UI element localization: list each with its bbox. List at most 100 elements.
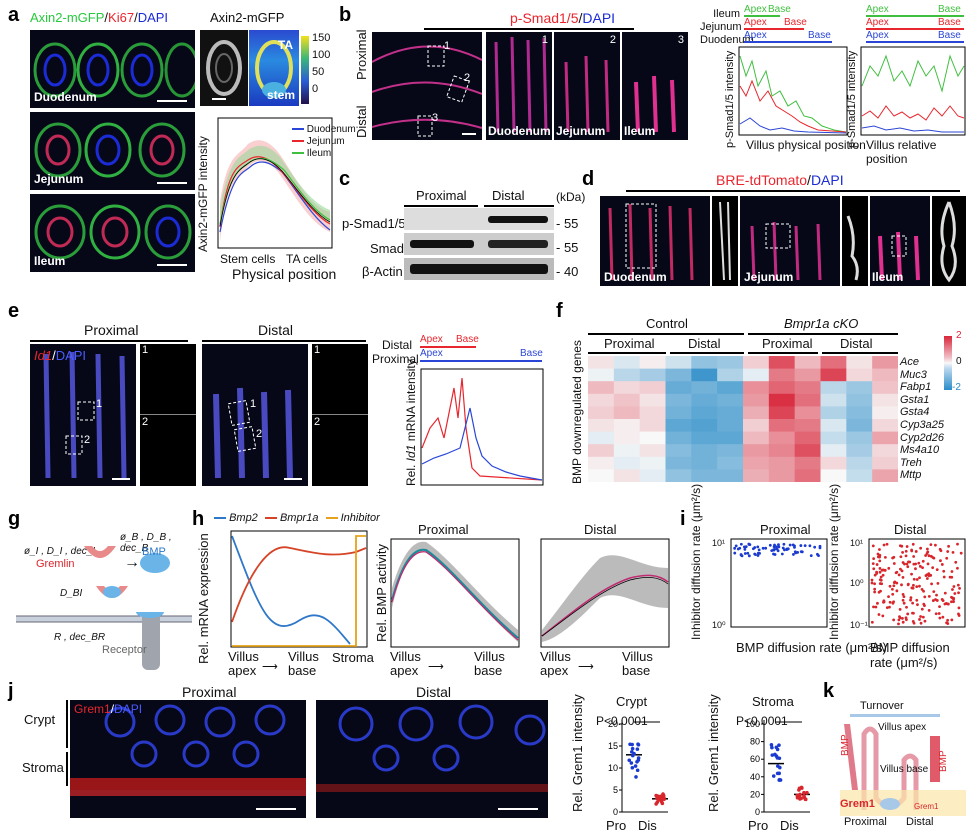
- i-ytick: 10⁻¹: [850, 620, 868, 630]
- scatter-point: [939, 549, 943, 553]
- c-unit: (kDa): [556, 190, 586, 204]
- i-ylabel: Inhibitor diffusion rate (μm²/s): [827, 483, 841, 640]
- b-base-label: Base: [768, 4, 791, 15]
- legend-swatch: [292, 128, 304, 131]
- f-gene-label: Mttp: [900, 469, 922, 482]
- e-zoom-proximal: 1 2: [140, 344, 196, 486]
- f-gene-label: Gsta4: [900, 406, 930, 419]
- e-legend-distal: Distal: [382, 338, 413, 352]
- a-colorbar-tick: 0: [312, 83, 319, 95]
- d-organ-label: Jejunum: [744, 270, 794, 284]
- b-crop-ileum: 3 Ileum: [622, 32, 688, 140]
- bar-point: [661, 792, 665, 796]
- heatmap-cell: [820, 406, 847, 420]
- scatter-point: [892, 555, 896, 559]
- scatter-point: [757, 548, 761, 552]
- b-roi-label: 3: [432, 112, 439, 124]
- f-subgroup-rule: [588, 352, 666, 354]
- scatter-point: [920, 607, 924, 611]
- heatmap-cell: [639, 419, 666, 433]
- b-crop-num: 2: [609, 34, 616, 46]
- a-mgfp-heatmap: TA stem: [249, 30, 299, 106]
- a-legend-label: Jejunum: [306, 136, 345, 147]
- heatmap-cell: [588, 406, 615, 420]
- scatter-point: [888, 605, 891, 609]
- bar-point: [630, 765, 635, 770]
- c-group-distal: Distal: [492, 188, 525, 203]
- scatter-point: [901, 620, 905, 624]
- e-stain-label: Id1/DAPI: [34, 348, 86, 363]
- e-zoom-num: 2: [142, 416, 149, 428]
- a-mgfp-gray-image: [200, 30, 248, 106]
- h-arrow: ⟶: [428, 661, 444, 673]
- scatter-point: [926, 562, 930, 566]
- scatter-point: [900, 583, 903, 587]
- membrane-icon: [16, 612, 192, 670]
- heatmap-cell: [613, 469, 641, 482]
- scatter-point: [910, 572, 913, 576]
- b-title-part: DAPI: [582, 10, 616, 26]
- scatter-point: [903, 562, 906, 566]
- b-xlabel-2: Villus relative position: [866, 138, 937, 166]
- f-subgroup-rule: [748, 352, 818, 354]
- i-proximal-scatter: [730, 538, 828, 628]
- heatmap-cell: [665, 393, 692, 407]
- h-ylabel-mrna: Rel. mRNA expression: [196, 533, 211, 664]
- scatter-point: [753, 552, 757, 556]
- bar-point: [655, 794, 660, 798]
- h-xlabel: Villus base: [288, 649, 319, 678]
- bar-point: [802, 790, 806, 795]
- b-arrow-duodenum: Apex Base: [866, 30, 966, 43]
- j-group-proximal: Proximal: [182, 684, 237, 700]
- scatter-point: [764, 546, 768, 550]
- heatmap-cell: [691, 419, 718, 433]
- heatmap-cell: [846, 381, 873, 395]
- f-subgroup: Proximal: [762, 336, 813, 351]
- scatter-point: [875, 563, 879, 566]
- heatmap-cell: [794, 356, 821, 370]
- scatter-point: [931, 566, 935, 570]
- k-bmp-right: BMP: [938, 750, 949, 772]
- f-gene-label: Ms4a10: [900, 444, 940, 457]
- heatmap-cell: [743, 469, 770, 482]
- scatter-point: [946, 618, 950, 622]
- heatmap-cell: [768, 406, 796, 420]
- heatmap-cell: [665, 456, 692, 470]
- scatter-point: [950, 570, 954, 573]
- d-zoom-jejunum: [842, 196, 868, 286]
- heatmap-cell: [691, 444, 718, 458]
- scatter-point: [909, 596, 913, 600]
- j-ylabel: Rel. Grem1 intensity: [706, 694, 721, 812]
- heatmap-cell: [639, 406, 666, 420]
- a-title-part: /: [134, 10, 138, 25]
- k-grem1-small: Grem1: [914, 802, 939, 811]
- heatmap-cell: [820, 444, 847, 458]
- c-row-label: Smad1: [370, 241, 412, 256]
- scatter-point: [870, 620, 874, 624]
- g-param-inhibitor: ø_I , D_I , dec_I: [24, 546, 96, 557]
- heatmap-cell: [743, 356, 770, 370]
- scatter-point: [882, 543, 886, 547]
- a-heat-label-ta: TA: [277, 38, 293, 52]
- f-ylabel: BMP downregulated genes: [570, 340, 584, 484]
- panel-label-f: f: [556, 300, 563, 322]
- scatter-point: [873, 590, 877, 594]
- scatter-point: [947, 544, 950, 548]
- f-gene-label: Fabp1: [900, 381, 932, 394]
- d-title-rule: [626, 190, 960, 192]
- bar-point: [775, 771, 780, 776]
- bar-point: [777, 743, 781, 747]
- e-roi-label: 1: [250, 398, 257, 410]
- g-param-bmp: ø_B , D_B , dec_B: [120, 532, 172, 554]
- g-receptor-label: Receptor: [102, 644, 147, 656]
- c-marker: - 40: [556, 264, 579, 279]
- a-ylabel: Axin2-mGFP intensity: [196, 136, 210, 252]
- scatter-point: [876, 555, 880, 559]
- e-apex-label: Apex: [420, 334, 443, 345]
- scatter-point: [877, 613, 881, 616]
- scatter-point: [885, 606, 889, 610]
- heatmap-cell: [743, 444, 770, 458]
- y-tick-label: 0: [755, 807, 760, 817]
- f-colorbar: [944, 336, 952, 390]
- scatter-point: [921, 559, 925, 563]
